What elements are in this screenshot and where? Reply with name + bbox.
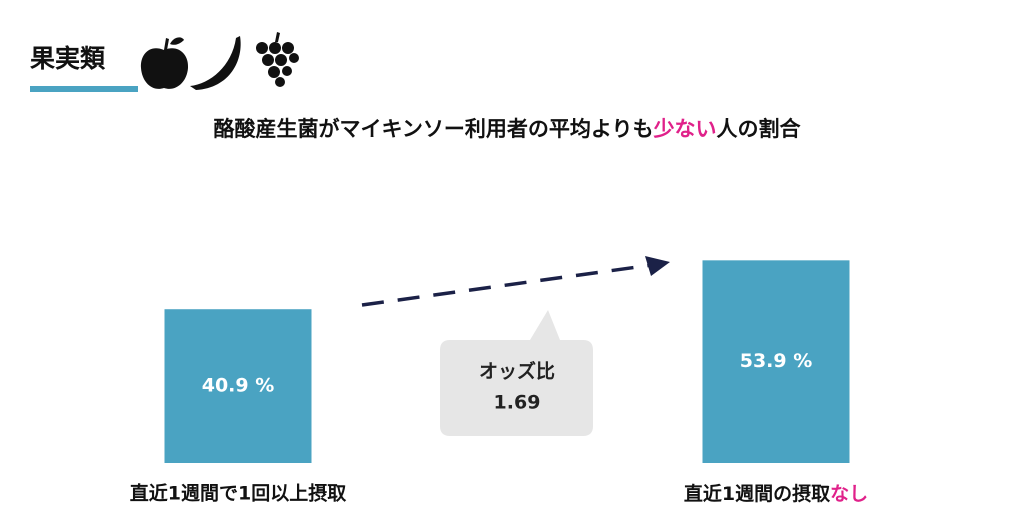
- value-label: 40.9 %: [202, 375, 275, 397]
- x-tick-label: 直近1週間の摂取なし: [684, 482, 868, 505]
- annotation-value: 1.69: [494, 392, 541, 414]
- arrow-line: [361, 263, 653, 307]
- x-tick-label: 直近1週間で1回以上摂取: [130, 482, 346, 505]
- fruit-icons: [140, 32, 299, 90]
- value-label: 53.9 %: [740, 350, 813, 372]
- subtitle-part: 酪酸産生菌がマイキンソー利用者の平均よりも: [214, 117, 654, 141]
- heading: 果実類: [30, 44, 106, 73]
- annotation-label: オッズ比: [479, 360, 555, 383]
- callout: [440, 310, 593, 436]
- subtitle-part: 少ない: [652, 117, 716, 141]
- bar: [164, 309, 312, 463]
- subtitle: 酪酸産生菌がマイキンソー利用者の平均よりも少ない人の割合: [214, 117, 802, 141]
- bar: [702, 260, 850, 463]
- heading-underline: [30, 86, 138, 92]
- arrow-head: [645, 256, 670, 276]
- subtitle-part: 人の割合: [716, 117, 801, 141]
